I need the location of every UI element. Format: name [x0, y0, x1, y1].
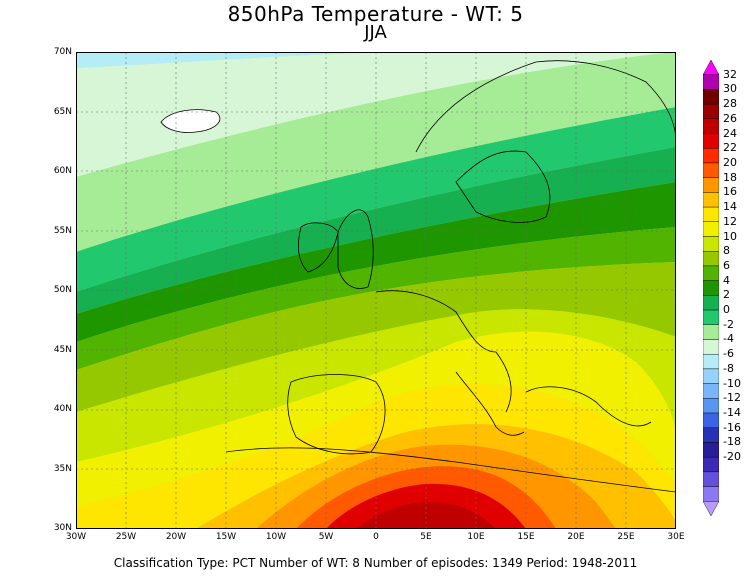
band-0-2	[76, 52, 426, 68]
colorbar-label: -20	[723, 450, 741, 464]
lon-label: 25E	[617, 532, 635, 542]
footer-caption: Classification Type: PCT Number of WT: 8…	[113, 556, 638, 570]
lon-label: 25W	[115, 532, 137, 542]
colorbar-swatch	[703, 206, 719, 223]
colorbar-swatch	[703, 103, 719, 120]
band-14-16	[76, 262, 676, 412]
lon-label: 30E	[667, 532, 685, 542]
colorbar-label: -12	[723, 391, 741, 405]
colorbar-swatch	[703, 442, 719, 458]
graticule	[76, 52, 676, 529]
map-title: 850hPa Temperature - WT: 5	[227, 2, 524, 26]
colorbar-label: -6	[723, 347, 734, 361]
lon-label: 15E	[517, 532, 535, 542]
lat-label: 45N	[53, 345, 72, 355]
coastlines	[160, 60, 676, 493]
colorbar-swatch	[703, 368, 719, 384]
colorbar-swatch	[703, 177, 719, 193]
colorbar-swatch	[703, 162, 719, 178]
colorbar-label: 28	[723, 97, 737, 111]
lat-label: 30N	[53, 523, 72, 533]
lon-label: 5E	[420, 532, 432, 542]
lon-label: 15W	[215, 532, 237, 542]
colorbar-swatch	[703, 412, 719, 428]
colorbar-swatch	[703, 471, 719, 487]
colorbar-swatch	[703, 89, 719, 105]
colorbar-swatch	[703, 133, 719, 149]
colorbar-swatch	[703, 221, 719, 237]
lat-label: 70N	[53, 47, 72, 57]
colorbar-label: -4	[723, 332, 734, 346]
colorbar-label: 18	[723, 170, 737, 184]
colorbar-label: 10	[723, 229, 737, 243]
colorbar-swatch	[703, 427, 719, 443]
colorbar-swatch	[703, 280, 719, 296]
colorbar-swatch	[703, 192, 719, 208]
colorbar	[703, 60, 719, 516]
colorbar-label: -14	[723, 406, 741, 420]
colorbar-label: 2	[723, 288, 730, 302]
colorbar-swatch	[703, 251, 719, 267]
lon-label: 5W	[318, 532, 334, 542]
lat-label: 65N	[53, 107, 72, 117]
colorbar-label: 8	[723, 244, 730, 258]
lat-label: 40N	[53, 404, 72, 414]
colorbar-label: 6	[723, 258, 730, 272]
lat-label: 60N	[53, 166, 72, 176]
colorbar-label: 20	[723, 155, 737, 169]
map-subtitle: JJA	[364, 22, 387, 43]
colorbar-label: -2	[723, 317, 734, 331]
lat-label: 55N	[53, 226, 72, 236]
lon-label: 20E	[567, 532, 585, 542]
lon-label: 10E	[467, 532, 485, 542]
colorbar-label: -10	[723, 376, 741, 390]
lon-label: 20W	[165, 532, 187, 542]
colorbar-label: 4	[723, 273, 730, 287]
colorbar-label: 0	[723, 303, 730, 317]
lon-label: 30W	[65, 532, 87, 542]
colorbar-swatch	[703, 324, 719, 340]
colorbar-swatch	[703, 486, 719, 502]
colorbar-swatch	[703, 339, 719, 355]
colorbar-label: 26	[723, 111, 737, 125]
colorbar-swatch	[703, 60, 719, 75]
colorbar-label: 16	[723, 185, 737, 199]
lat-label: 50N	[53, 285, 72, 295]
colorbar-label: 32	[723, 67, 737, 81]
band-30-32	[356, 502, 496, 529]
colorbar-label: 24	[723, 126, 737, 140]
lat-label: 35N	[53, 464, 72, 474]
colorbar-label: 30	[723, 82, 737, 96]
colorbar-swatch	[703, 236, 719, 252]
lon-label: 10W	[265, 532, 287, 542]
colorbar-swatch	[703, 456, 719, 473]
colorbar-swatch	[703, 118, 719, 134]
colorbar-label: -8	[723, 361, 734, 375]
colorbar-swatch	[703, 74, 719, 90]
lon-label: 0	[373, 532, 379, 542]
colorbar-swatch	[703, 501, 719, 516]
band-16-18	[76, 309, 676, 462]
temperature-map	[76, 52, 676, 529]
colorbar-swatch	[703, 309, 719, 325]
colorbar-swatch	[703, 265, 719, 281]
colorbar-label: -18	[723, 435, 741, 449]
colorbar-swatch	[703, 148, 719, 164]
colorbar-swatch	[703, 383, 719, 399]
colorbar-swatch	[703, 353, 719, 370]
colorbar-label: -16	[723, 420, 741, 434]
colorbar-swatch	[703, 398, 719, 414]
colorbar-swatch	[703, 295, 719, 311]
colorbar-label: 14	[723, 200, 737, 214]
colorbar-label: 22	[723, 141, 737, 155]
colorbar-label: 12	[723, 214, 737, 228]
